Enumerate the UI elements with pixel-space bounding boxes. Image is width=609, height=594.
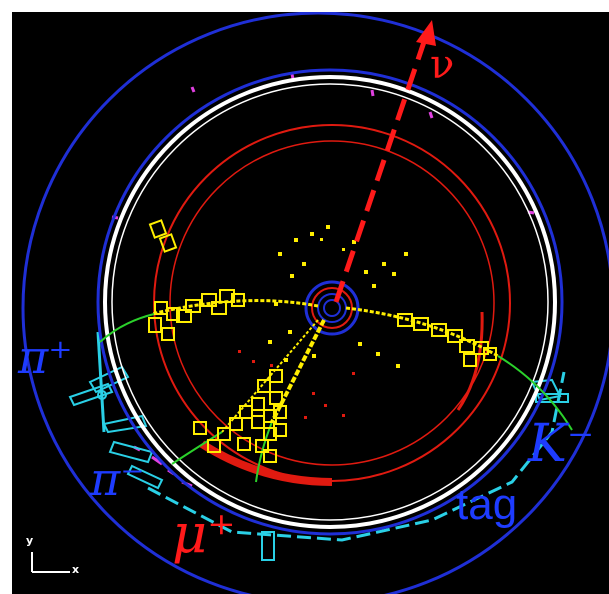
drift-chamber-inner [169, 140, 495, 466]
pion-plus-hit-boxes [148, 219, 245, 341]
vertex-ring-2 [311, 287, 353, 329]
pion-minus-track [221, 319, 319, 433]
solenoid-ring [103, 75, 557, 529]
drift-arc-right [456, 311, 484, 411]
neutrino-arrow-line [333, 35, 429, 303]
kaon-hit-boxes [397, 313, 497, 367]
cyan-hits [68, 331, 569, 561]
axis-y-label: y [26, 534, 34, 547]
muon-hit-boxes [193, 369, 287, 463]
solenoid-ring-outer [96, 68, 564, 536]
vertex-ring-4 [323, 299, 341, 317]
neutrino-label: ν [430, 42, 455, 88]
event-canvas [21, 12, 609, 594]
axis-indicator [31, 552, 70, 573]
pion-minus-extrapolation [171, 431, 223, 465]
outer-detector-ring [21, 12, 609, 594]
kaon-label: K⁻ [528, 414, 595, 474]
neutrino-arrowhead [416, 20, 436, 46]
pion-minus-label: π⁻ [90, 452, 145, 506]
solenoid-ring-inner [111, 83, 549, 521]
event-display: ν π⁺ π⁻ μ⁺ K⁻ tag y x [12, 12, 609, 594]
pion-plus-track [151, 299, 319, 316]
pion-plus-extrapolation [99, 313, 155, 343]
yellow-scattered-hits [268, 225, 408, 368]
axis-x-label: x [72, 563, 80, 576]
red-scattered-hits [238, 350, 355, 419]
muon-track [270, 319, 326, 423]
kaon-extrapolation [497, 355, 573, 431]
muon-label: μ⁺ [172, 502, 236, 565]
tag-label: tag [456, 480, 518, 529]
kaon-track-inner [345, 306, 499, 358]
vertex-ring-1 [304, 280, 360, 336]
pion-plus-label: π⁺ [18, 330, 73, 384]
vertex-ring-3 [317, 293, 347, 323]
